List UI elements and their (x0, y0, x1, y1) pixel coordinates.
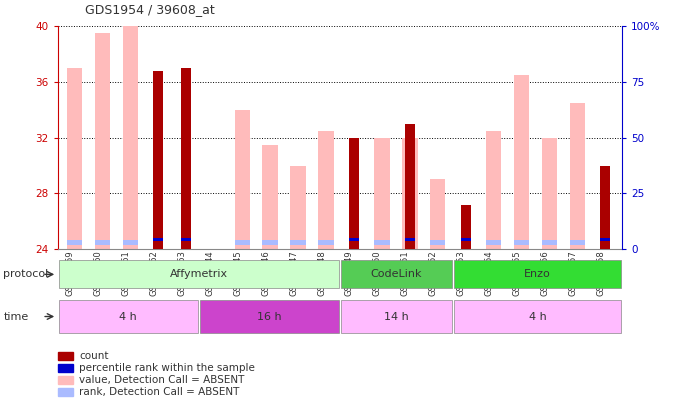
Bar (58, 388, 73, 396)
Bar (67, 240, 82, 245)
Bar (154, 237, 163, 241)
Bar (514, 75, 529, 249)
Bar (454, 300, 622, 333)
Bar (461, 237, 471, 241)
Bar (123, 26, 138, 249)
Bar (341, 300, 452, 333)
Bar (486, 240, 501, 245)
Bar (182, 237, 191, 241)
Bar (290, 240, 306, 245)
Bar (200, 300, 339, 333)
Bar (600, 237, 611, 241)
Bar (67, 68, 82, 249)
Bar (349, 237, 359, 241)
Bar (461, 205, 471, 249)
Text: percentile rank within the sample: percentile rank within the sample (80, 363, 255, 373)
Bar (402, 138, 418, 249)
Bar (514, 240, 529, 245)
Bar (374, 240, 390, 245)
Bar (154, 71, 163, 249)
Bar (235, 110, 250, 249)
Bar (570, 240, 585, 245)
Bar (600, 166, 611, 249)
Bar (123, 240, 138, 245)
Bar (262, 240, 278, 245)
Text: GDS1954 / 39608_at: GDS1954 / 39608_at (85, 3, 215, 16)
Bar (454, 260, 622, 288)
Bar (405, 237, 415, 241)
Text: 14 h: 14 h (384, 311, 409, 322)
Bar (58, 352, 73, 360)
Text: rank, Detection Call = ABSENT: rank, Detection Call = ABSENT (80, 387, 240, 397)
Bar (430, 179, 445, 249)
Bar (290, 166, 306, 249)
Bar (405, 124, 415, 249)
Bar (486, 131, 501, 249)
Bar (318, 240, 334, 245)
Bar (58, 376, 73, 384)
Bar (430, 240, 445, 245)
Bar (349, 138, 359, 249)
Bar (262, 145, 278, 249)
Bar (542, 138, 557, 249)
Text: value, Detection Call = ABSENT: value, Detection Call = ABSENT (80, 375, 245, 385)
Bar (341, 260, 452, 288)
Bar (374, 138, 390, 249)
Text: Affymetrix: Affymetrix (170, 269, 228, 279)
Bar (570, 103, 585, 249)
Bar (318, 131, 334, 249)
Bar (542, 240, 557, 245)
Bar (235, 240, 250, 245)
Bar (58, 300, 198, 333)
Bar (58, 364, 73, 372)
Bar (95, 33, 110, 249)
Text: protocol: protocol (3, 269, 49, 279)
Bar (182, 68, 191, 249)
Text: 16 h: 16 h (257, 311, 282, 322)
Bar (95, 240, 110, 245)
Bar (58, 260, 339, 288)
Text: time: time (3, 311, 29, 322)
Text: 4 h: 4 h (528, 311, 547, 322)
Text: 4 h: 4 h (120, 311, 137, 322)
Text: count: count (80, 351, 109, 361)
Text: Enzo: Enzo (524, 269, 551, 279)
Text: CodeLink: CodeLink (371, 269, 422, 279)
